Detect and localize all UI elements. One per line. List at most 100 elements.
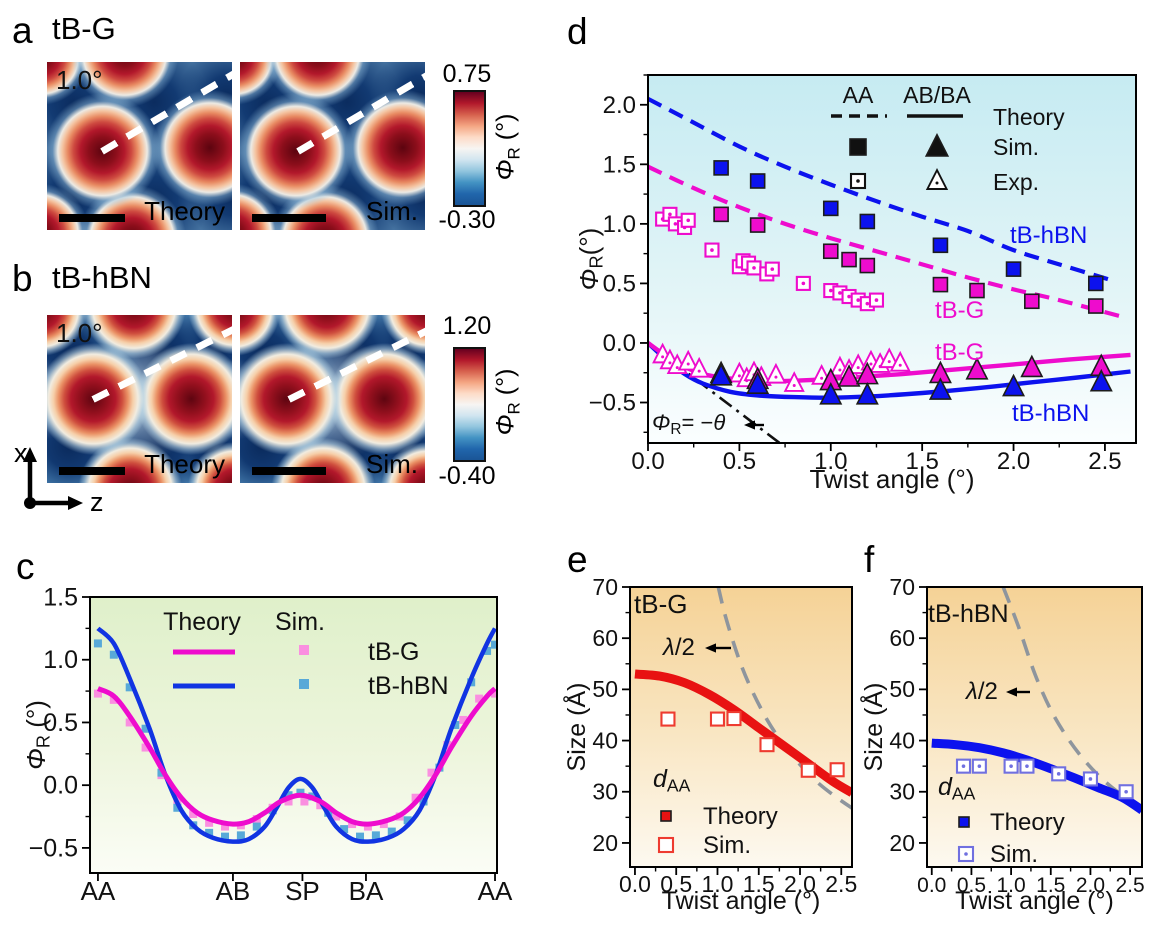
svg-text:Theory: Theory [993, 104, 1065, 130]
svg-text:−0.5: −0.5 [589, 390, 636, 417]
svg-text:tB-G: tB-G [935, 339, 984, 366]
theory-tag: Theory [144, 449, 225, 479]
panel-e-label: e [567, 539, 588, 580]
svg-text:dAA: dAA [653, 765, 691, 796]
svg-text:20: 20 [889, 830, 915, 856]
colorbar-a [453, 90, 486, 207]
svg-text:AB/BA: AB/BA [903, 82, 971, 108]
colorbar-b-min: -0.40 [438, 462, 496, 490]
svg-text:Theory: Theory [703, 803, 778, 830]
scale-bar [59, 214, 125, 222]
axes-icon: x z [12, 436, 112, 521]
heatmap-b-theory: 1.0° Theory [47, 315, 232, 483]
svg-text:2.5: 2.5 [1088, 448, 1121, 475]
svg-text:tB-hBN: tB-hBN [928, 600, 1009, 628]
colorbar-b-max: 1.20 [442, 312, 492, 340]
svg-text:70: 70 [889, 574, 915, 600]
svg-text:Theory: Theory [163, 608, 241, 636]
svg-text:0.5: 0.5 [43, 709, 78, 737]
linecut-dashed-line [296, 62, 425, 155]
svg-text:SP: SP [285, 876, 320, 906]
svg-text:0.0: 0.0 [619, 871, 651, 897]
svg-text:Sim.: Sim. [993, 134, 1039, 160]
svg-text:0.5: 0.5 [957, 874, 986, 897]
svg-text:40: 40 [592, 727, 618, 753]
svg-text:tB-hBN: tB-hBN [368, 672, 449, 700]
svg-text:Size (Å): Size (Å) [561, 683, 591, 772]
svg-text:AA: AA [81, 876, 116, 906]
svg-text:2.0: 2.0 [997, 448, 1030, 475]
svg-text:1.5: 1.5 [1036, 874, 1065, 897]
colorbar-b [453, 347, 486, 462]
svg-text:1.5: 1.5 [603, 151, 636, 178]
svg-text:ΦR= −θ: ΦR= −θ [652, 410, 725, 438]
panel-c-label: c [16, 546, 35, 587]
theory-tag: Theory [144, 196, 225, 226]
twist-angle-label: 1.0° [56, 318, 103, 348]
linecut-dashed-line [100, 62, 232, 155]
svg-text:30: 30 [889, 779, 915, 805]
svg-text:AB: AB [216, 876, 251, 906]
svg-text:2.0: 2.0 [784, 871, 816, 897]
svg-text:AA: AA [478, 876, 513, 906]
svg-text:Twist angle (°): Twist angle (°) [955, 887, 1114, 915]
scale-bar [59, 467, 125, 475]
svg-text:Sim.: Sim. [990, 841, 1038, 868]
svg-text:ΦR(°): ΦR(°) [574, 228, 607, 291]
panel-f-label: f [864, 539, 875, 580]
panel-d-label: d [567, 11, 588, 52]
svg-text:50: 50 [889, 676, 915, 702]
svg-text:λ/2: λ/2 [964, 678, 998, 705]
svg-text:dAA: dAA [938, 773, 976, 804]
svg-text:Sim.: Sim. [703, 832, 751, 859]
svg-text:Twist angle (°): Twist angle (°) [809, 464, 974, 494]
svg-text:2.0: 2.0 [603, 92, 636, 119]
panel-a-label: a [12, 10, 33, 51]
svg-text:1.0: 1.0 [43, 646, 78, 674]
svg-text:2.0: 2.0 [1076, 874, 1105, 897]
sim-tag: Sim. [366, 196, 418, 226]
svg-text:70: 70 [592, 574, 618, 600]
svg-text:0.0: 0.0 [631, 448, 664, 475]
twist-angle-label: 1.0° [56, 65, 103, 95]
svg-text:AA: AA [843, 82, 874, 108]
axis-z-label: z [90, 487, 104, 517]
svg-text:60: 60 [889, 625, 915, 651]
chart-c-line-profile: AA AB SP BA AA−0.50.00.51.01.5ΦR (°)Theory Si… [21, 584, 513, 907]
svg-text:60: 60 [592, 625, 618, 651]
panel-b-label: b [12, 258, 33, 299]
panel-b-title: tB-hBN [52, 260, 152, 295]
svg-text:0.0: 0.0 [917, 874, 946, 897]
svg-text:0.0: 0.0 [603, 330, 636, 357]
svg-text:1.5: 1.5 [905, 448, 938, 475]
colorbar-a-min: -0.30 [438, 206, 496, 234]
svg-text:tB-G: tB-G [935, 297, 984, 324]
svg-text:Twist angle (°): Twist angle (°) [662, 887, 821, 915]
svg-text:Exp.: Exp. [993, 169, 1039, 195]
svg-text:tB-G: tB-G [368, 638, 419, 666]
svg-text:1.0: 1.0 [603, 211, 636, 238]
svg-text:1.0: 1.0 [701, 871, 733, 897]
svg-text:tB-G: tB-G [634, 589, 687, 619]
chart-e-size-tbg: 0.0 0.5 1.0 1.5 2.0 2.5 20 30 40 50 60 70 Twist angl… [561, 574, 857, 915]
scale-bar [252, 467, 326, 475]
svg-text:1.0: 1.0 [996, 874, 1025, 897]
svg-text:BA: BA [349, 876, 384, 906]
svg-text:0.5: 0.5 [660, 871, 692, 897]
svg-text:30: 30 [592, 779, 618, 805]
svg-text:tB-hBN: tB-hBN [1010, 222, 1087, 249]
svg-text:40: 40 [889, 727, 915, 753]
heatmap-b-sim: Sim. [240, 315, 425, 483]
svg-text:Theory: Theory [990, 809, 1065, 836]
chart-f-size-tbhbn: 0.0 0.5 1.0 1.5 2.0 2.5 20 30 40 50 60 70 Twist angl… [858, 574, 1145, 915]
svg-text:2.5: 2.5 [825, 871, 857, 897]
svg-text:2.5: 2.5 [1115, 874, 1144, 897]
colorbar-a-max: 0.75 [442, 60, 492, 88]
colorbar-b-axis-label: ΦR (°) [491, 368, 524, 436]
svg-text:1.5: 1.5 [743, 871, 775, 897]
svg-text:20: 20 [592, 830, 618, 856]
svg-text:ΦR (°): ΦR (°) [21, 700, 54, 770]
chart-d-phi-vs-twist: 0.0 0.5 1.0 1.5 2.0 2.5 −0.5 0.0 0.5 1.0 1.5 2.0 Twi… [574, 74, 1137, 494]
svg-text:tB-hBN: tB-hBN [1012, 400, 1089, 427]
svg-text:Size (Å): Size (Å) [858, 683, 888, 772]
